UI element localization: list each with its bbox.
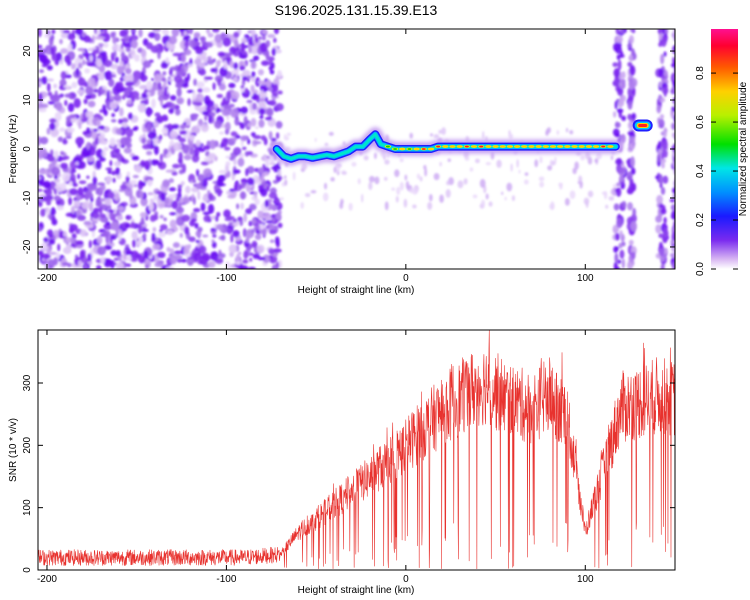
ridge-peak (421, 148, 426, 150)
ridge-peak (393, 148, 398, 150)
spectral-ridge (269, 119, 653, 166)
snr-ticks: -200 -100 0 100 0 100 200 300 (22, 330, 675, 585)
ridge-peak (414, 148, 419, 150)
colorbar-ticks: 0.0 0.2 0.4 0.6 0.8 (695, 66, 738, 276)
colorbar-tick-label: 0.8 (695, 66, 706, 80)
ridge-peak (565, 145, 570, 148)
ridge-peak (472, 145, 477, 148)
ridge-peak (493, 145, 498, 148)
ridge-peak (522, 145, 527, 148)
ridge-peak (464, 145, 469, 148)
colorbar-tick-label: 0.2 (695, 213, 706, 227)
spectrogram-y-label: Frequency (Hz) (8, 115, 19, 184)
spectrogram-y-tick-label: 20 (22, 45, 33, 57)
spectrogram-x-tick-label: 100 (577, 273, 594, 284)
spectrogram-y-tick-label: -10 (22, 190, 33, 205)
ridge-peak (400, 148, 405, 150)
ridge-peak (500, 145, 505, 148)
spectrogram-heatmap (38, 29, 675, 269)
colorbar-tick-label: 0.6 (695, 115, 706, 129)
snr-frame (37, 329, 676, 571)
snr-x-tick-label: 0 (403, 574, 409, 585)
ridge-peak (579, 145, 584, 148)
figure-title: S196.2025.131.15.39.E13 (275, 2, 438, 18)
ridge-peak (601, 145, 606, 148)
spectrogram-y-tick-label: 0 (22, 146, 33, 152)
colorbar-label: Normalized spectral amplitude (738, 81, 749, 216)
snr-y-tick-label: 300 (22, 374, 33, 391)
snr-x-tick-label: -200 (37, 574, 57, 585)
spectrogram-x-tick-label: -200 (37, 273, 57, 284)
spectrogram-x-label: Height of straight line (km) (298, 285, 415, 296)
ridge-peak (529, 145, 534, 148)
ridge-peak (443, 145, 448, 148)
colorbar-gradient (711, 29, 738, 269)
snr-x-label: Height of straight line (km) (298, 585, 415, 596)
spectrogram-x-tick-label: -100 (216, 273, 236, 284)
ridge-peak (479, 145, 484, 148)
ridge-peak (457, 145, 462, 148)
ridge-peak (536, 145, 541, 148)
ridge-peak (543, 145, 548, 148)
snr-x-tick-label: -100 (216, 574, 236, 585)
snr-y-label: SNR (10 * v/v) (8, 418, 19, 482)
snr-y-tick-label: 100 (22, 499, 33, 516)
ridge-peak (486, 145, 491, 148)
spectrogram-y-tick-label: -20 (22, 239, 33, 254)
ridge-peak (450, 145, 455, 148)
ridge-peak (507, 145, 512, 148)
spectrogram-y-tick-label: 10 (22, 94, 33, 106)
colorbar-tick-label: 0.0 (695, 262, 706, 276)
ridge-peak (428, 148, 433, 150)
ridge-peak (550, 145, 555, 148)
ridge-peak (407, 148, 412, 150)
ridge-peak (515, 145, 520, 148)
snr-y-tick-label: 0 (22, 567, 33, 573)
ridge-peak (436, 145, 441, 148)
snr-line (38, 330, 675, 569)
snr-y-tick-label: 200 (22, 437, 33, 454)
spectrogram-x-tick-label: 0 (403, 273, 409, 284)
snr-x-tick-label: 100 (577, 574, 594, 585)
ridge-peak (558, 145, 563, 148)
ridge-peak (572, 145, 577, 148)
ridge-peak (586, 145, 591, 148)
ridge-peak (608, 145, 613, 148)
colorbar: 0.0 0.2 0.4 0.6 0.8 Normalized spectral ampl… (695, 29, 749, 276)
ridge-peak (594, 145, 599, 148)
snr-panel: -200 -100 0 100 0 100 200 300 Height of straigh… (8, 329, 676, 596)
ridge-peak (385, 145, 390, 148)
colorbar-tick-label: 0.4 (695, 164, 706, 178)
isolated-peak (638, 123, 648, 127)
